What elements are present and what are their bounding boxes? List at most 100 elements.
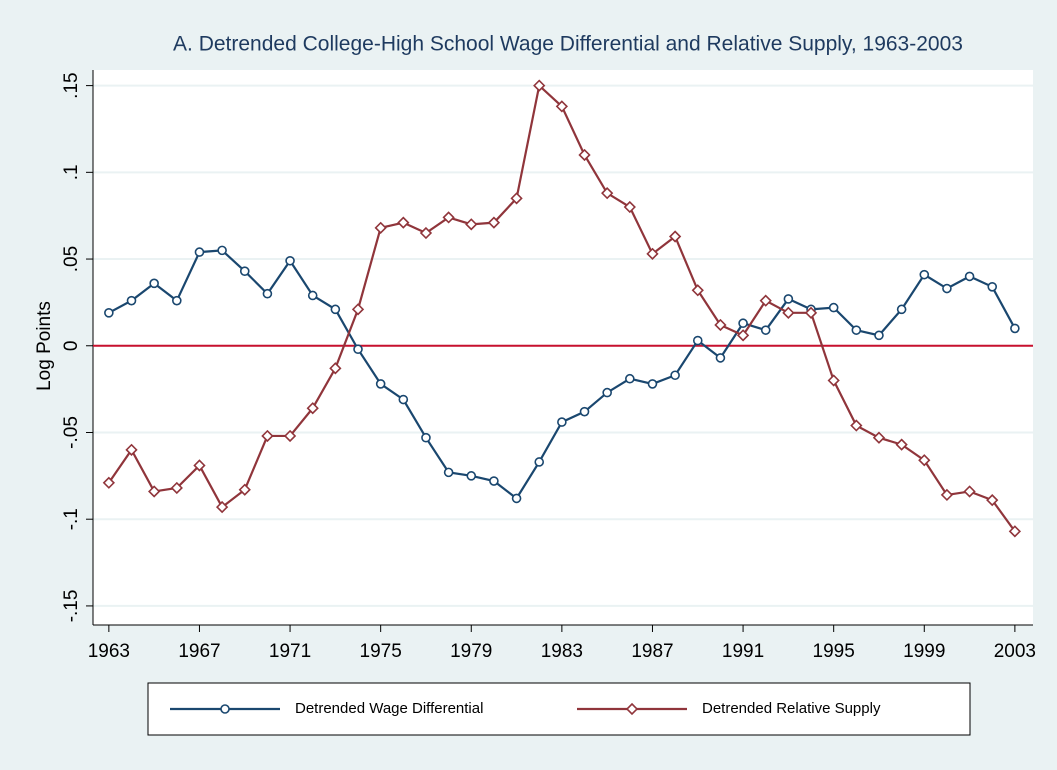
data-point (353, 344, 363, 355)
data-point (782, 306, 795, 319)
y-tick-label: .05 (61, 246, 82, 272)
data-point (646, 247, 659, 260)
data-point (715, 353, 726, 363)
x-tick-label: 1971 (269, 641, 311, 662)
data-point (783, 294, 794, 304)
data-point (625, 373, 635, 384)
data-point (149, 278, 159, 289)
x-tick-label: 1983 (541, 641, 583, 662)
data-point (579, 406, 590, 417)
y-tick-label: -.05 (61, 416, 82, 449)
data-point (668, 230, 682, 243)
data-point (940, 488, 954, 502)
data-point (736, 329, 750, 342)
data-point (170, 481, 183, 495)
legend-label: Detrended Relative Supply (702, 700, 881, 717)
data-point (714, 318, 727, 332)
data-point (1010, 323, 1020, 334)
x-tick-label: 1963 (88, 641, 130, 662)
data-point (1008, 525, 1022, 538)
data-point (896, 304, 907, 315)
y-tick-label: -.1 (61, 508, 82, 530)
data-point (283, 429, 297, 443)
data-point (217, 245, 227, 256)
legend (147, 682, 971, 736)
data-point (670, 370, 680, 381)
data-point (172, 295, 182, 306)
data-point (850, 419, 863, 432)
data-point (421, 432, 431, 443)
legend-marker (625, 702, 639, 716)
data-point (489, 476, 499, 486)
data-point (466, 471, 477, 481)
data-point (851, 325, 862, 335)
x-tick-label: 1991 (722, 641, 764, 662)
data-point (397, 216, 410, 229)
data-point (533, 79, 546, 92)
x-tick-label: 1987 (631, 641, 673, 662)
data-point (487, 216, 501, 229)
x-tick-label: 1979 (450, 641, 492, 662)
data-point (760, 325, 771, 335)
data-point (895, 438, 908, 451)
data-point (692, 335, 703, 346)
data-point (647, 379, 658, 389)
data-point (919, 269, 930, 280)
data-point (238, 483, 251, 496)
x-tick-label: 1975 (360, 641, 402, 662)
data-point (194, 247, 205, 257)
data-point (102, 476, 115, 489)
data-point (285, 255, 295, 266)
data-point (828, 302, 839, 313)
data-point (104, 308, 114, 318)
data-point (738, 318, 748, 329)
data-point (557, 417, 567, 427)
data-point (193, 459, 206, 472)
legend-marker (220, 704, 230, 714)
data-point (442, 211, 455, 224)
data-point (215, 500, 229, 514)
data-point (329, 362, 342, 375)
data-point (759, 294, 772, 307)
data-point (918, 454, 931, 467)
x-tick-label: 2003 (994, 641, 1036, 662)
data-point (602, 387, 612, 398)
data-point (691, 284, 704, 297)
data-point (510, 192, 523, 205)
data-point (125, 443, 138, 456)
data-point (578, 148, 591, 162)
data-point (511, 493, 522, 504)
data-point (942, 283, 952, 294)
data-point (534, 457, 545, 467)
data-point (872, 431, 886, 444)
data-point (398, 394, 409, 405)
y-axis-label: Log Points (34, 301, 55, 391)
data-point (306, 402, 319, 415)
data-point (126, 295, 137, 306)
x-tick-label: 1967 (178, 641, 220, 662)
data-point (623, 200, 636, 214)
plot-area (93, 70, 1033, 625)
data-point (555, 100, 568, 113)
data-point (262, 288, 273, 299)
data-point (375, 379, 386, 389)
data-point (465, 218, 478, 231)
data-point (987, 281, 998, 292)
data-point (443, 467, 454, 478)
legend-label: Detrended Wage Differential (295, 700, 483, 717)
data-point (874, 330, 884, 341)
y-tick-label: .15 (61, 72, 82, 98)
x-tick-label: 1995 (813, 641, 855, 662)
data-point (261, 429, 274, 443)
y-tick-label: .1 (61, 164, 82, 180)
data-point (307, 290, 318, 301)
data-point (351, 303, 365, 316)
data-point (239, 266, 250, 276)
x-tick-label: 1999 (903, 641, 945, 662)
data-point (330, 304, 341, 315)
data-point (827, 374, 840, 387)
data-point (601, 187, 614, 200)
data-point (419, 226, 433, 240)
